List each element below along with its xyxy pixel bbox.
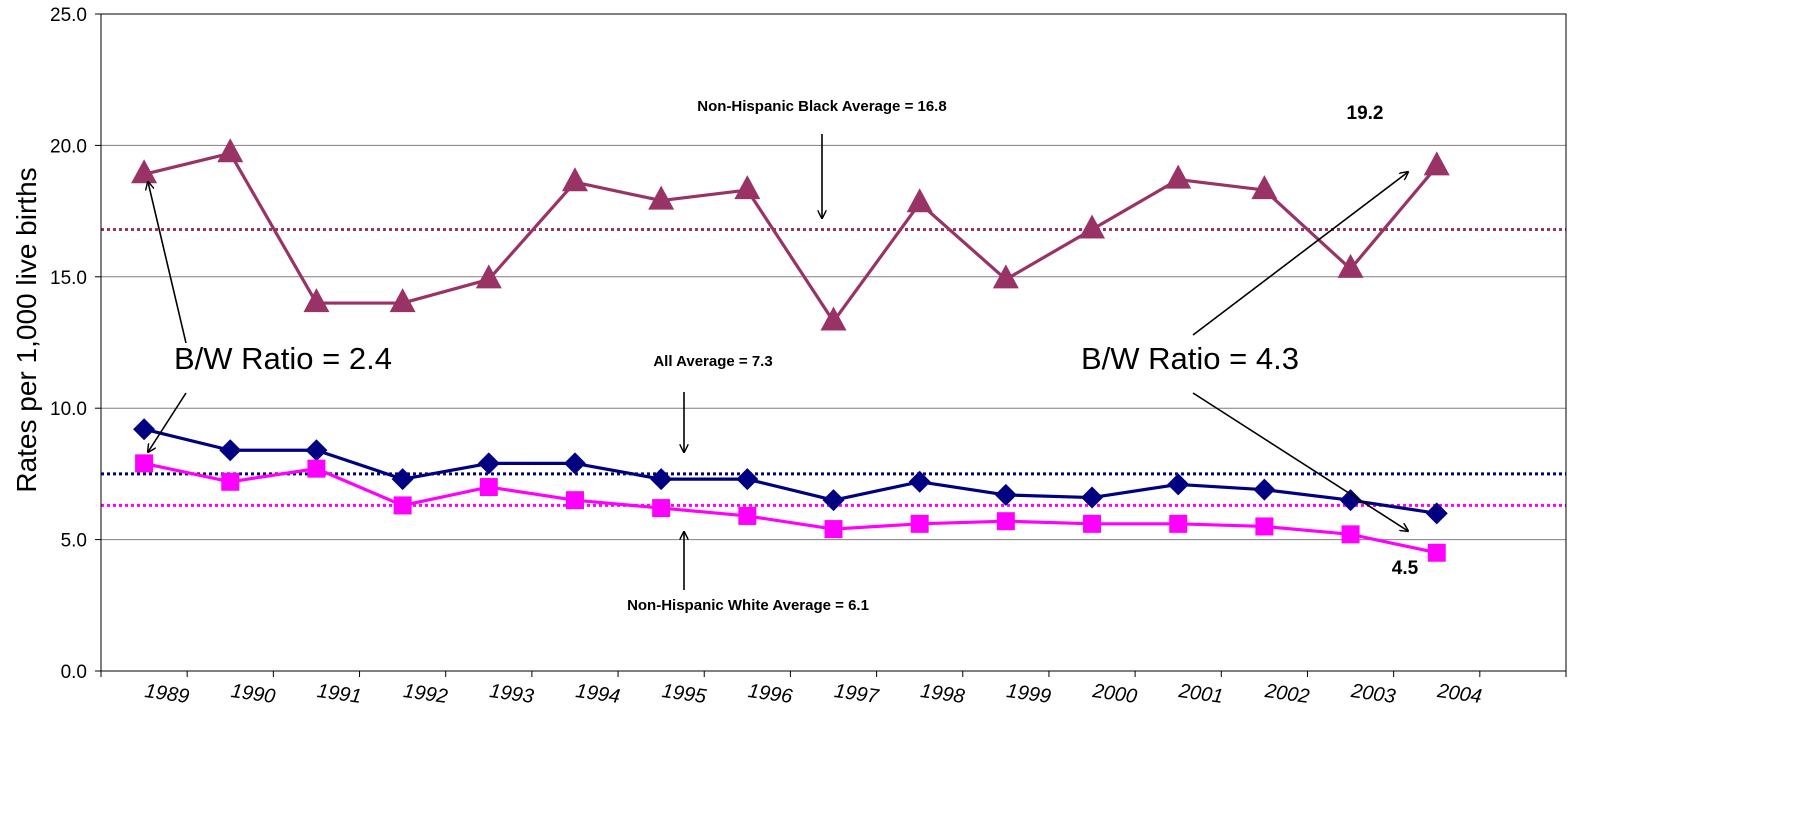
marker-black [475,264,502,289]
marker-all [908,470,931,493]
marker-black [561,167,588,192]
marker-white [1169,514,1188,533]
marker-white [135,454,154,473]
series-line-all [143,427,1437,515]
bw-ratio-1989-label: B/W Ratio = 2.4 [174,341,392,376]
marker-white [479,478,498,497]
x-tick-label: 1995 [660,680,708,708]
x-tick-label: 2002 [1263,680,1311,708]
x-tick-label: 1997 [833,680,881,708]
marker-all [1253,478,1276,501]
white-average-label: Non-Hispanic White Average = 6.1 [627,597,869,614]
marker-all [1339,489,1362,512]
gridlines [101,144,1566,541]
plot-frame [100,13,1567,672]
y-tick-label: 10.0 [50,399,87,420]
marker-black [906,188,933,213]
bw-ratio-2004-arrow-down [1192,392,1408,531]
marker-white [565,491,584,510]
marker-white [824,520,843,539]
marker-black [217,138,244,163]
marker-all [736,468,759,491]
x-tick-label: 1990 [230,680,277,708]
y-tick-label: 5.0 [61,531,87,552]
marker-black [303,288,330,313]
marker-all [133,418,156,441]
marker-white [652,499,671,518]
marker-black [1251,175,1278,200]
marker-all [1167,473,1190,496]
series-markers [131,138,1450,562]
x-tick-label: 2004 [1435,680,1483,708]
x-tick-label: 2001 [1176,680,1224,708]
marker-all [391,468,414,491]
marker-all [477,452,500,475]
y-axis-label: Rates per 1,000 live births [11,167,42,492]
marker-all [994,483,1017,506]
y-tick-label: 0.0 [61,662,87,683]
marker-all [650,468,673,491]
x-tick-label: 2000 [1090,680,1138,708]
x-tick-label: 1994 [574,680,621,708]
x-tick-label: 1992 [402,680,449,708]
x-tick-label: 1999 [1005,680,1052,708]
marker-black [992,264,1019,289]
marker-all [563,452,586,475]
marker-white [1341,525,1360,544]
marker-all [219,439,242,462]
marker-white [221,472,240,491]
marker-white [1427,543,1446,562]
marker-white [996,512,1015,531]
marker-black [1079,214,1106,239]
y-tick-label: 25.0 [50,5,87,26]
series-lines [143,151,1438,555]
all-average-label: All Average = 7.3 [653,353,772,370]
y-axis-ticks: 0.0 5.0 10.0 15.0 20.0 25.0 [50,5,101,683]
black-2004-value-label: 19.2 [1347,103,1384,124]
marker-white [1083,514,1102,533]
x-tick-label: 1991 [316,680,363,708]
marker-black [734,175,761,200]
bw-ratio-1989-arrow-up [148,182,187,344]
marker-black [1423,151,1450,176]
series-line-black [143,151,1438,324]
marker-all [822,489,845,512]
marker-black [131,159,158,184]
marker-black [1337,253,1364,278]
marker-white [1255,517,1274,536]
marker-all [1081,486,1104,509]
x-tick-label: 1989 [143,680,190,708]
marker-white [393,496,412,515]
x-tick-label: 1993 [488,680,535,708]
marker-black [820,306,847,331]
marker-white [738,506,757,525]
y-tick-label: 15.0 [50,268,87,289]
black-average-label: Non-Hispanic Black Average = 16.8 [697,98,946,115]
bw-ratio-2004-arrow-up [1192,172,1408,336]
series-line-white [143,461,1438,555]
white-2004-value-label: 4.5 [1392,558,1419,579]
x-tick-label: 1996 [747,680,795,708]
marker-all [305,439,328,462]
bw-ratio-1989-arrow-down [148,392,187,452]
bw-ratio-2004-label: B/W Ratio = 4.3 [1081,341,1299,376]
marker-black [648,185,675,210]
marker-black [1165,164,1192,189]
marker-all [1425,502,1448,525]
marker-white [910,514,929,533]
x-tick-label: 2003 [1349,680,1397,708]
marker-black [389,288,416,313]
x-tick-label: 1998 [919,680,966,708]
y-tick-label: 20.0 [50,136,87,157]
marker-white [307,459,326,478]
x-axis-ticks: 1989 1990 1991 1992 1993 1994 1995 1996 1997 1998… [100,671,1567,708]
